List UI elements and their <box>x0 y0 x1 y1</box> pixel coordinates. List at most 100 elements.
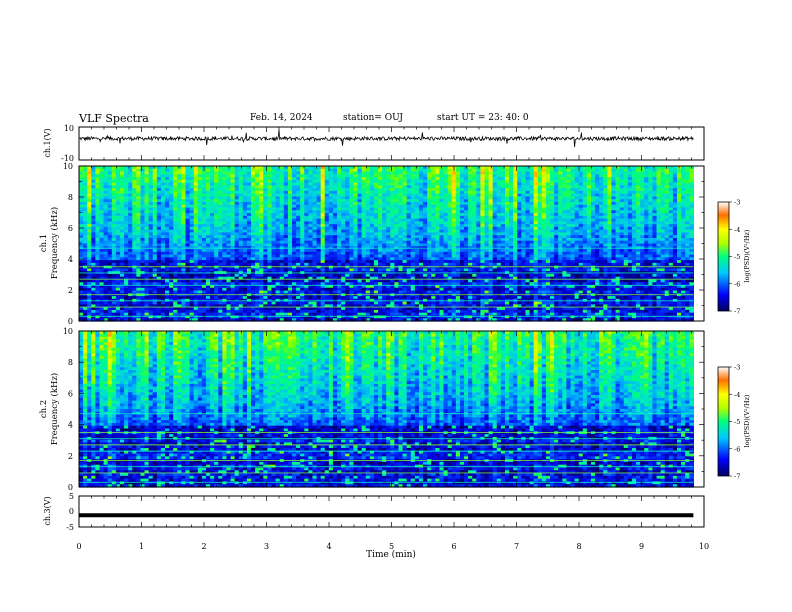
spectrogram-cell <box>414 185 420 189</box>
spectrogram-cell <box>525 185 531 189</box>
spectrogram-cell <box>173 196 178 200</box>
spectrogram-cell <box>312 201 318 206</box>
spectrogram-cell <box>316 204 322 209</box>
spectrogram-cell <box>529 196 535 200</box>
spectrogram-cell <box>296 207 301 211</box>
spectrogram-cell <box>369 177 375 181</box>
spectrogram-cell <box>648 201 654 206</box>
spectrogram-cell <box>324 193 330 198</box>
spectrogram-cell <box>201 188 207 192</box>
spectrogram-cell <box>173 168 178 173</box>
spectrogram-cell <box>496 201 502 206</box>
spectrogram-cell <box>431 204 436 209</box>
spectrogram-cell <box>279 188 285 192</box>
spectrogram-cell <box>435 182 441 186</box>
spectrogram-cell <box>304 204 309 209</box>
spectrogram-cell <box>676 177 682 181</box>
spectrogram-cell <box>87 174 92 178</box>
spectrogram-cell <box>349 166 355 170</box>
spectrogram-cell <box>251 193 256 198</box>
spectrogram-cell <box>287 190 293 195</box>
spectrogram-cell <box>554 193 559 198</box>
spectrogram-cell <box>668 193 674 198</box>
ch1-waveform-frame <box>78 126 705 161</box>
spectrogram-cell <box>132 166 137 170</box>
spectrogram-cell <box>492 199 498 203</box>
spectrogram-cell <box>492 171 498 175</box>
spectrogram-cell <box>95 182 101 186</box>
spectrogram-cell <box>300 179 305 184</box>
spectrogram-cell <box>87 199 92 203</box>
spectrogram-cell <box>373 174 379 178</box>
spectrogram-cell <box>480 207 486 211</box>
spectrogram-cell <box>181 188 187 192</box>
spectrogram-cell <box>480 168 486 173</box>
spectrogram-cell <box>242 174 248 178</box>
spectrogram-cell <box>492 188 498 192</box>
spectrogram-cell <box>234 204 240 209</box>
spectrogram-cell <box>259 190 264 195</box>
spectrogram-cell <box>382 193 387 198</box>
spectrogram-cell <box>590 188 596 192</box>
spectrogram-cell <box>476 168 481 173</box>
spectrogram-cell <box>492 190 498 195</box>
spectrogram-cell <box>578 193 584 198</box>
spectrogram-cell <box>124 196 129 200</box>
spectrogram-cell <box>685 204 690 209</box>
spectrogram-cell <box>136 168 142 173</box>
spectrogram-cell <box>509 193 514 198</box>
spectrogram-cell <box>423 207 428 211</box>
spectrogram-cell <box>623 185 629 189</box>
spectrogram-cell <box>312 179 318 184</box>
spectrogram-cell <box>640 201 645 206</box>
spectrogram-cell <box>472 190 477 195</box>
spectrogram-cell <box>472 182 477 186</box>
spectrogram-cell <box>226 174 232 178</box>
spectrogram-cell <box>345 193 350 198</box>
spectrogram-cell <box>320 182 326 186</box>
spectrogram-cell <box>365 168 371 173</box>
spectrogram-cell <box>316 182 322 186</box>
spectrogram-cell <box>652 199 658 203</box>
spectrogram-cell <box>586 174 592 178</box>
spectrogram-cell <box>349 207 355 211</box>
spectrogram-cell <box>525 179 531 184</box>
spectrogram-cell <box>382 196 387 200</box>
spectrogram-cell <box>545 204 551 209</box>
spectrogram-cell <box>132 185 137 189</box>
spectrogram-cell <box>509 199 514 203</box>
spectrogram-cell <box>255 196 260 200</box>
spectrogram-cell <box>537 188 543 192</box>
spectrogram-cell <box>160 179 166 184</box>
spectrogram-cell <box>353 174 359 178</box>
spectrogram-cell <box>652 201 658 206</box>
spectrogram-cell <box>537 166 543 170</box>
spectrogram-cell <box>345 207 350 211</box>
spectrogram-cell <box>242 168 248 173</box>
spectrogram-cell <box>222 177 228 181</box>
spectrogram-cell <box>451 196 457 200</box>
spectrogram-cell <box>332 201 338 206</box>
spectrogram-cell <box>623 166 629 170</box>
spectrogram-cell <box>500 193 506 198</box>
spectrogram-cell <box>623 204 629 209</box>
spectrogram-cell <box>251 174 256 178</box>
spectrogram-cell <box>316 190 322 195</box>
spectrogram-cell <box>263 207 269 211</box>
spectrogram-cell <box>656 196 662 200</box>
spectrogram-cell <box>197 166 203 170</box>
spectrogram-cell <box>263 190 269 195</box>
spectrogram-cell <box>439 199 445 203</box>
spectrogram-cell <box>214 196 219 200</box>
spectrogram-cell <box>345 166 350 170</box>
spectrogram-cell <box>115 182 121 186</box>
spectrogram-cell <box>537 179 543 184</box>
spectrogram-cell <box>619 188 625 192</box>
spectrogram-cell <box>251 196 256 200</box>
spectrogram-cell <box>300 201 305 206</box>
spectrogram-cell <box>648 199 654 203</box>
spectrogram-cell <box>607 185 613 189</box>
spectrogram-cell <box>242 204 248 209</box>
spectrogram-cell <box>513 196 518 200</box>
spectrogram-cell <box>210 177 215 181</box>
